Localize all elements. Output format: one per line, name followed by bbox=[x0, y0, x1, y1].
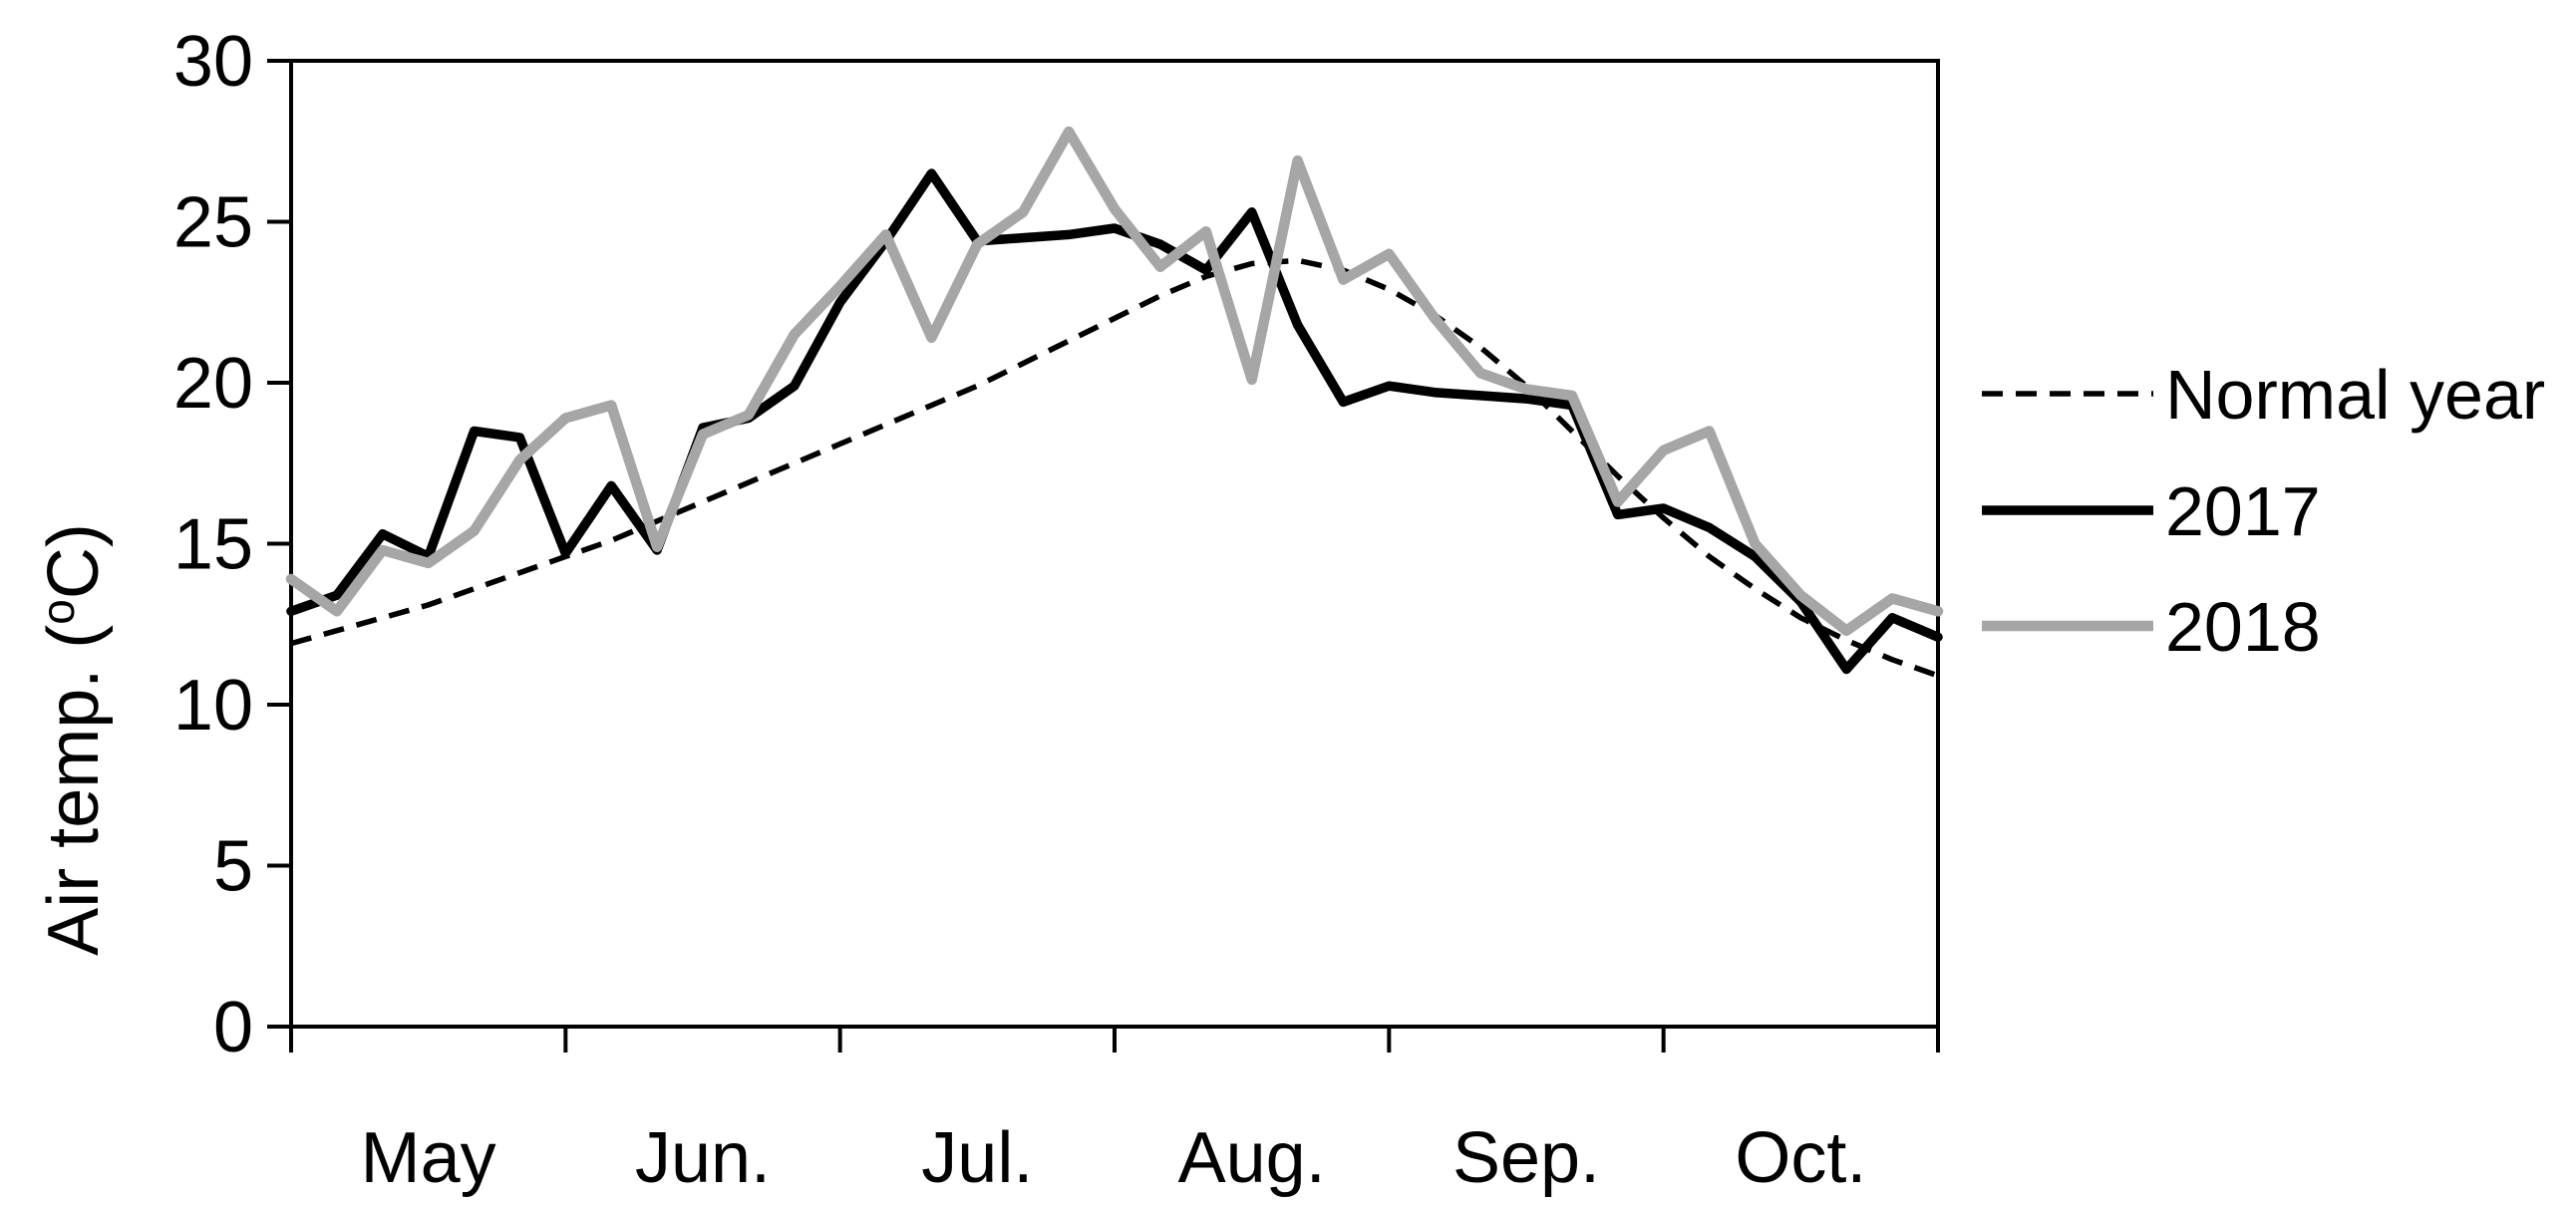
y-tick-label: 5 bbox=[213, 827, 253, 907]
y-tick-label: 15 bbox=[173, 505, 253, 585]
series-line-2018 bbox=[285, 126, 1944, 636]
month-label-oct: Oct. bbox=[1735, 1118, 1866, 1198]
legend-label-normal-year: Normal year bbox=[2165, 356, 2545, 434]
series-line-2017 bbox=[286, 168, 1943, 675]
month-label-jul: Jul. bbox=[921, 1118, 1033, 1198]
y-tick-label: 30 bbox=[173, 22, 253, 102]
month-label-sep: Sep. bbox=[1452, 1118, 1600, 1198]
y-tick-label: 10 bbox=[173, 666, 253, 746]
month-label-aug: Aug. bbox=[1178, 1118, 1326, 1198]
y-tick-label: 25 bbox=[173, 183, 253, 263]
month-label-may: May bbox=[361, 1118, 496, 1198]
legend-label-2017: 2017 bbox=[2165, 472, 2321, 550]
month-label-jun: Jun. bbox=[635, 1118, 771, 1198]
legend-label-2018: 2018 bbox=[2165, 588, 2321, 666]
series-line-normal-year bbox=[290, 257, 1939, 679]
y-tick-label: 20 bbox=[173, 344, 253, 424]
y-tick-label: 0 bbox=[213, 988, 253, 1067]
y-axis-title: Air temp. (oC) bbox=[32, 523, 114, 956]
